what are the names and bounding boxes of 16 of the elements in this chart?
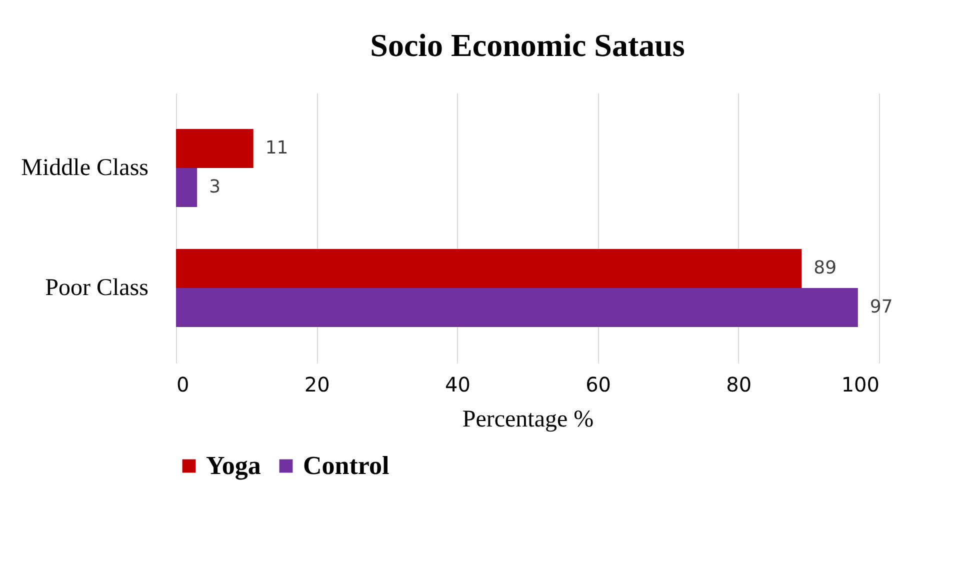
x-tick-label: 100 [841,372,880,396]
chart-title: Socio Economic Sataus [370,27,685,63]
y-tick-label: Poor Class [45,275,148,301]
legend-label: Control [303,451,390,480]
legend-label: Yoga [206,451,261,480]
y-tick-label: Middle Class [21,155,148,181]
data-label: 3 [209,176,221,198]
x-tick-label: 0 [176,372,190,396]
x-axis-title: Percentage % [462,406,594,432]
data-label: 89 [814,258,837,278]
x-tick-label: 40 [444,372,470,396]
data-label: 11 [265,138,288,158]
data-label: 97 [870,296,893,318]
x-tick-label: 20 [304,372,330,396]
x-tick-label: 80 [726,372,752,396]
x-tick-label: 60 [586,372,612,396]
